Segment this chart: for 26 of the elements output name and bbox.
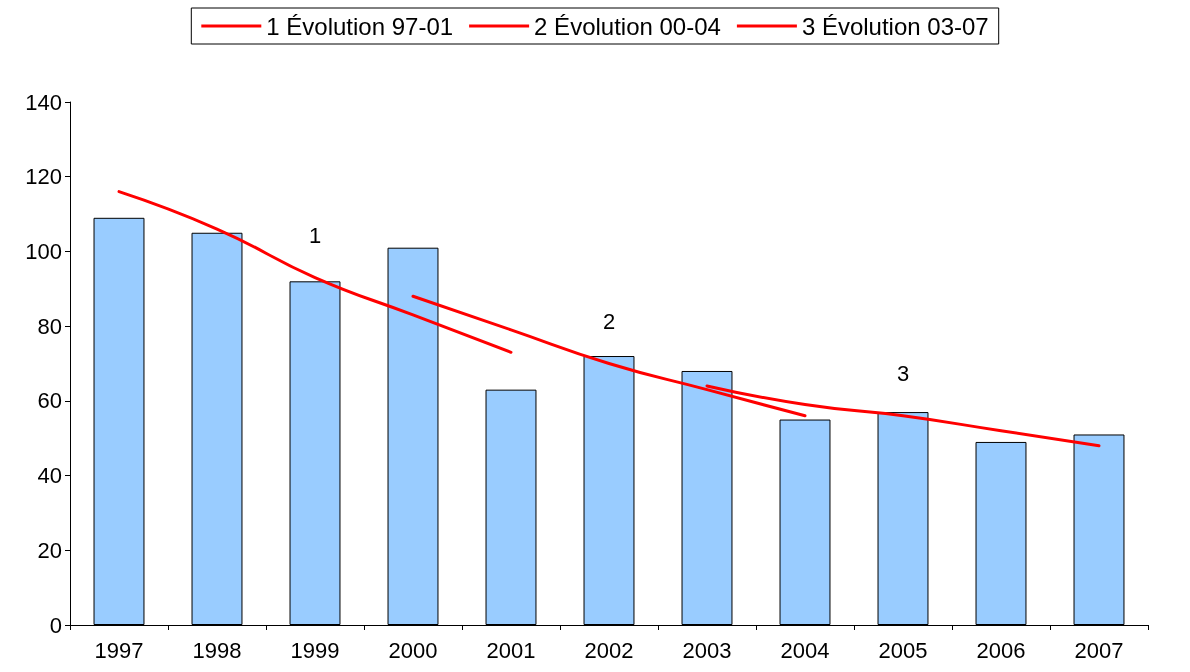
x-tick-label: 2003 <box>682 637 732 663</box>
y-tick-label: 120 <box>25 164 62 190</box>
y-tick-label: 20 <box>37 537 62 563</box>
y-tick-label: 100 <box>25 238 62 264</box>
x-tick-label: 2006 <box>976 637 1026 663</box>
y-tick-label: 60 <box>37 388 62 414</box>
legend-label: 1 Évolution 97-01 <box>266 12 454 40</box>
x-tick-label: 1999 <box>290 637 340 663</box>
x-tick-label: 2007 <box>1074 637 1124 663</box>
y-tick-label: 40 <box>37 463 62 489</box>
x-tick-label: 2002 <box>584 637 634 663</box>
x-tick-label: 2005 <box>878 637 928 663</box>
legend-label: 3 Évolution 03-07 <box>801 12 989 40</box>
annotation: 3 <box>896 361 910 387</box>
x-tick-label: 2000 <box>388 637 438 663</box>
line-series <box>117 190 513 354</box>
x-tick-label: 1997 <box>94 637 144 663</box>
annotation: 1 <box>308 223 322 249</box>
x-tick-label: 2001 <box>486 637 536 663</box>
y-tick-label: 140 <box>25 89 62 115</box>
y-tick-label: 80 <box>37 313 62 339</box>
x-tick-label: 1998 <box>192 637 242 663</box>
legend-label: 2 Évolution 00-04 <box>534 12 721 40</box>
y-tick-label: 0 <box>49 612 62 638</box>
x-tick-label: 2004 <box>780 637 830 663</box>
annotation: 2 <box>602 309 616 334</box>
